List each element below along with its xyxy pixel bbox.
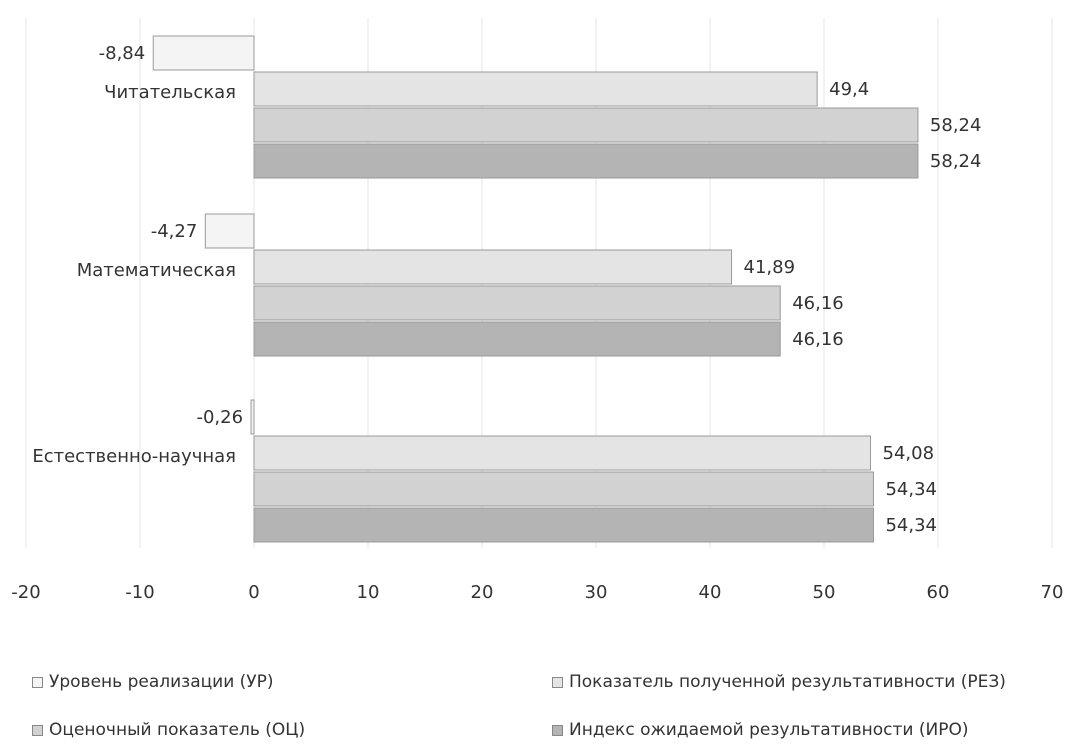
legend-item-ur: Уровень реализации (УР) — [32, 672, 274, 692]
bar-ur — [152, 35, 255, 71]
bar-rez — [253, 71, 818, 107]
data-label: -4,27 — [151, 221, 198, 242]
bar-iro — [253, 507, 874, 543]
bar-iro — [253, 321, 781, 357]
data-label: 54,34 — [885, 479, 937, 500]
x-tick-label: 40 — [699, 582, 722, 603]
x-tick-label: 30 — [585, 582, 608, 603]
data-label: 41,89 — [744, 257, 796, 278]
bar-ur — [250, 399, 255, 435]
legend-swatch-oc — [32, 724, 43, 736]
bars — [152, 35, 919, 543]
data-label: 54,08 — [883, 443, 935, 464]
bar-ur — [204, 213, 255, 249]
legend-swatch-rez — [552, 676, 563, 688]
data-label: 46,16 — [792, 329, 844, 350]
bar-rez — [253, 249, 733, 285]
legend-item-oc: Оценочный показатель (ОЦ) — [32, 720, 305, 740]
legend-label-oc: Оценочный показатель (ОЦ) — [49, 720, 306, 740]
legend-label-iro: Индекс ожидаемой результативности (ИРО) — [569, 720, 969, 740]
data-label: 46,16 — [792, 293, 844, 314]
legend-swatch-iro — [552, 724, 563, 736]
bar-rez — [253, 435, 872, 471]
bar-iro — [253, 143, 919, 179]
legend-item-rez: Показатель полученной результативности (… — [552, 672, 1006, 692]
category-labels: Читательская Математическая Естественно-на… — [32, 82, 236, 467]
legend-swatch-ur — [32, 676, 43, 688]
data-label: 49,4 — [829, 79, 869, 100]
data-label: 58,24 — [930, 115, 982, 136]
x-tick-label: 60 — [927, 582, 950, 603]
bar-chart: -8,84 49,4 58,24 58,24 -4,27 41,89 46,16 46,16 -… — [11, 18, 1063, 603]
x-tick-label: -20 — [11, 582, 40, 603]
data-label: 58,24 — [930, 151, 982, 172]
data-labels: -8,84 49,4 58,24 58,24 -4,27 41,89 46,16 46,16 -… — [99, 43, 982, 536]
x-tick-label: 50 — [813, 582, 836, 603]
x-tick-label: 20 — [471, 582, 494, 603]
x-tick-label: 10 — [357, 582, 380, 603]
legend-label-rez: Показатель полученной результативности (… — [569, 672, 1006, 692]
x-tick-label: 70 — [1041, 582, 1064, 603]
legend: Уровень реализации (УР) Показатель получ… — [0, 660, 1068, 747]
bar-oc — [253, 471, 874, 507]
bar-oc — [253, 285, 781, 321]
legend-label-ur: Уровень реализации (УР) — [49, 672, 274, 692]
bar-oc — [253, 107, 919, 143]
data-label: 54,34 — [885, 515, 937, 536]
category-label: Читательская — [104, 82, 236, 103]
category-label: Математическая — [77, 260, 236, 281]
data-label: -8,84 — [99, 43, 146, 64]
x-tick-label: 0 — [248, 582, 259, 603]
category-label: Естественно-научная — [32, 446, 236, 467]
data-label: -0,26 — [196, 407, 243, 428]
x-axis-tick-labels: -20 -10 0 10 20 30 40 50 60 70 — [11, 582, 1063, 603]
legend-item-iro: Индекс ожидаемой результативности (ИРО) — [552, 720, 969, 740]
x-tick-label: -10 — [125, 582, 154, 603]
